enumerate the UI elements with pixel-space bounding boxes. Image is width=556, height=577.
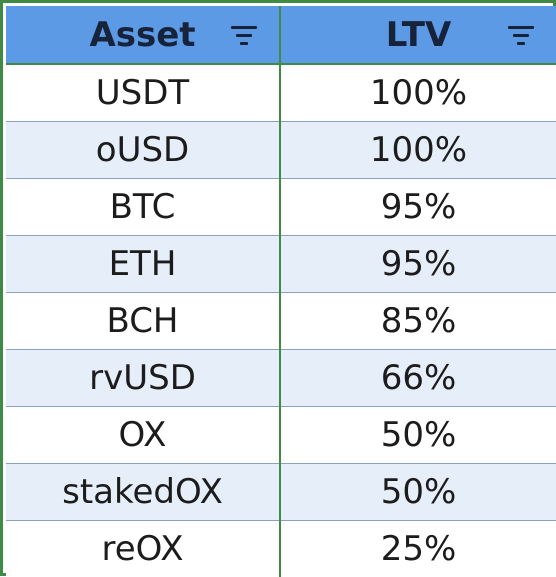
table-row: rvUSD 66% [6, 349, 556, 407]
table-header-row: Asset LTV [6, 6, 556, 65]
asset-cell: BTC [6, 178, 281, 236]
ltv-cell: 50% [280, 463, 556, 521]
table-row: oUSD 100% [6, 121, 556, 179]
table-row: stakedOX 50% [6, 463, 556, 521]
asset-cell: stakedOX [6, 463, 281, 521]
asset-cell: USDT [6, 64, 281, 122]
ltv-cell: 66% [280, 349, 556, 407]
asset-ltv-table: Asset LTV USDT 100% oUSD [6, 6, 556, 577]
ltv-cell: 25% [280, 520, 556, 577]
asset-cell: rvUSD [6, 349, 281, 407]
ltv-cell: 95% [280, 178, 556, 236]
asset-cell: ETH [6, 235, 281, 293]
table-row: BCH 85% [6, 292, 556, 350]
asset-cell: reOX [6, 520, 281, 577]
asset-cell: OX [6, 406, 281, 464]
column-header-asset-label: Asset [89, 14, 196, 55]
table-row: reOX 25% [6, 520, 556, 577]
ltv-cell: 50% [280, 406, 556, 464]
ltv-cell: 100% [280, 121, 556, 179]
ltv-cell: 85% [280, 292, 556, 350]
ltv-cell: 100% [280, 64, 556, 122]
table-row: BTC 95% [6, 178, 556, 236]
table-row: USDT 100% [6, 64, 556, 122]
asset-filter-icon[interactable] [231, 25, 257, 46]
asset-cell: oUSD [6, 121, 281, 179]
column-header-asset[interactable]: Asset [6, 6, 281, 65]
column-header-ltv-label: LTV [385, 14, 452, 55]
asset-cell: BCH [6, 292, 281, 350]
table-row: ETH 95% [6, 235, 556, 293]
ltv-filter-icon[interactable] [508, 25, 534, 46]
table-row: OX 50% [6, 406, 556, 464]
ltv-cell: 95% [280, 235, 556, 293]
column-header-ltv[interactable]: LTV [280, 6, 556, 65]
